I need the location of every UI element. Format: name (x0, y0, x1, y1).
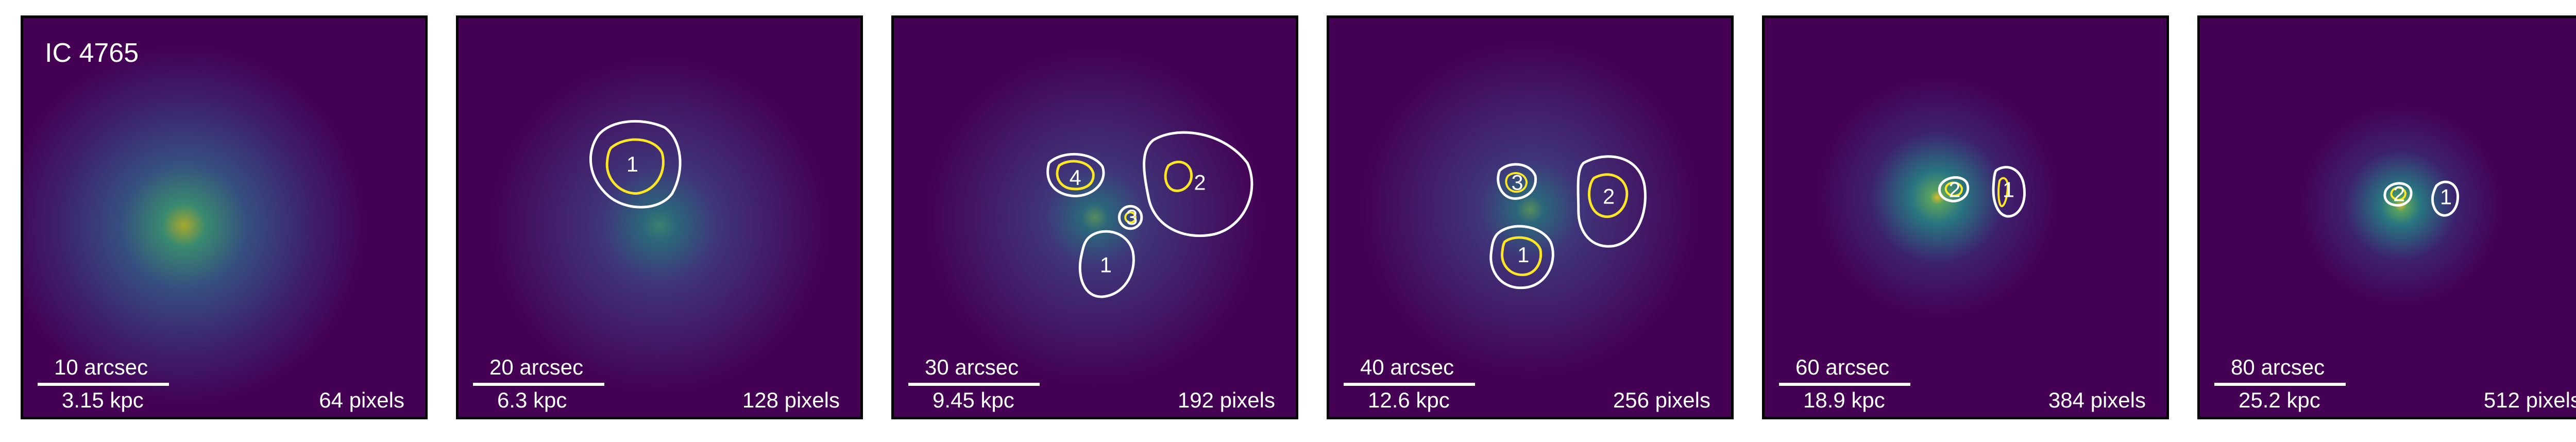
pixel-size-label: 384 pixels (2048, 388, 2146, 412)
scale-arcsec-label: 10 arcsec (54, 355, 148, 379)
galaxy-name: IC 4765 (45, 38, 139, 68)
image-panel-3: 4 2 3 1 30 arcsec 9.45 kpc 192 pixels (891, 15, 1298, 419)
scale-kpc-label: 9.45 kpc (933, 388, 1014, 412)
scale-arcsec-label: 20 arcsec (489, 355, 584, 379)
region-label: 2 (1948, 178, 1960, 202)
xray-image: 2 1 (2200, 18, 2576, 417)
contour-inner (1056, 160, 1095, 191)
scale-kpc-label: 18.9 kpc (1803, 388, 1885, 412)
pixel-size-label: 192 pixels (1177, 388, 1275, 412)
region-label: 1 (1517, 243, 1529, 267)
contour-outer (1117, 205, 1143, 230)
region-label: 1 (2003, 178, 2014, 202)
region-label: 1 (626, 152, 638, 176)
region-label: 2 (1194, 171, 1206, 195)
contour-outer (1143, 131, 1253, 237)
contour-outer (2383, 182, 2413, 207)
contour-inner (605, 138, 665, 195)
xray-image: 2 1 (1765, 18, 2166, 417)
contour-inner (1588, 173, 1629, 218)
scale-arcsec-label: 30 arcsec (925, 355, 1019, 379)
image-panel-4: 3 2 1 40 arcsec 12.6 kpc 256 pixels (1327, 15, 1734, 419)
xray-image: 3 2 1 (1329, 18, 1731, 417)
scale-bar (1344, 383, 1475, 386)
contour-outer (1078, 230, 1135, 298)
xray-image: 4 2 3 1 (894, 18, 1296, 417)
scale-bar (908, 383, 1040, 386)
contour-outer (1938, 176, 1970, 202)
pixel-size-label: 128 pixels (742, 388, 840, 412)
scale-kpc-label: 6.3 kpc (497, 388, 567, 412)
xray-image: 1 (459, 18, 860, 417)
region-label: 2 (2393, 181, 2405, 206)
scale-bar (473, 383, 604, 386)
contour-outer (2431, 180, 2460, 217)
scale-arcsec-label: 40 arcsec (1360, 355, 1454, 379)
contour-inner (1997, 177, 2009, 208)
xray-image (23, 18, 425, 417)
contour-outer (589, 120, 682, 209)
region-label: 3 (1511, 171, 1523, 195)
contour-outer (1992, 166, 2026, 218)
region-label: 3 (1126, 205, 1138, 229)
region-label: 1 (1100, 253, 1112, 277)
contour-outer (1489, 225, 1554, 290)
contour-inner (1501, 236, 1543, 277)
contour-outer (1046, 152, 1105, 198)
scale-bar (2214, 383, 2346, 386)
image-panel-2: 1 20 arcsec 6.3 kpc 128 pixels (456, 15, 863, 419)
scale-arcsec-label: 60 arcsec (1795, 355, 1890, 379)
scale-kpc-label: 3.15 kpc (62, 388, 144, 412)
scale-bar (1779, 383, 1910, 386)
scale-kpc-label: 12.6 kpc (1368, 388, 1450, 412)
region-label: 4 (1070, 165, 1081, 190)
pixel-size-label: 64 pixels (319, 388, 404, 412)
scale-bar (38, 383, 169, 386)
region-label: 2 (1603, 184, 1615, 208)
contour-inner (1505, 172, 1528, 193)
pixel-size-label: 256 pixels (1613, 388, 1710, 412)
scale-arcsec-label: 80 arcsec (2231, 355, 2325, 379)
contour-inner (1164, 160, 1193, 192)
image-panel-6: 2 1 80 arcsec 25.2 kpc 512 pixels (2197, 15, 2576, 419)
contour-outer (1577, 155, 1647, 248)
image-panel-5: 2 1 60 arcsec 18.9 kpc 384 pixels (1762, 15, 2169, 419)
image-panel-1: IC 4765 10 arcsec 3.15 kpc 64 pixels (21, 15, 428, 419)
contour-inner (1944, 181, 1963, 197)
contour-outer (1497, 163, 1537, 200)
pixel-size-label: 512 pixels (2483, 388, 2576, 412)
contour-inner (2390, 186, 2406, 201)
region-label: 1 (2440, 184, 2452, 209)
scale-kpc-label: 25.2 kpc (2239, 388, 2320, 412)
contour-inner (1124, 211, 1137, 224)
